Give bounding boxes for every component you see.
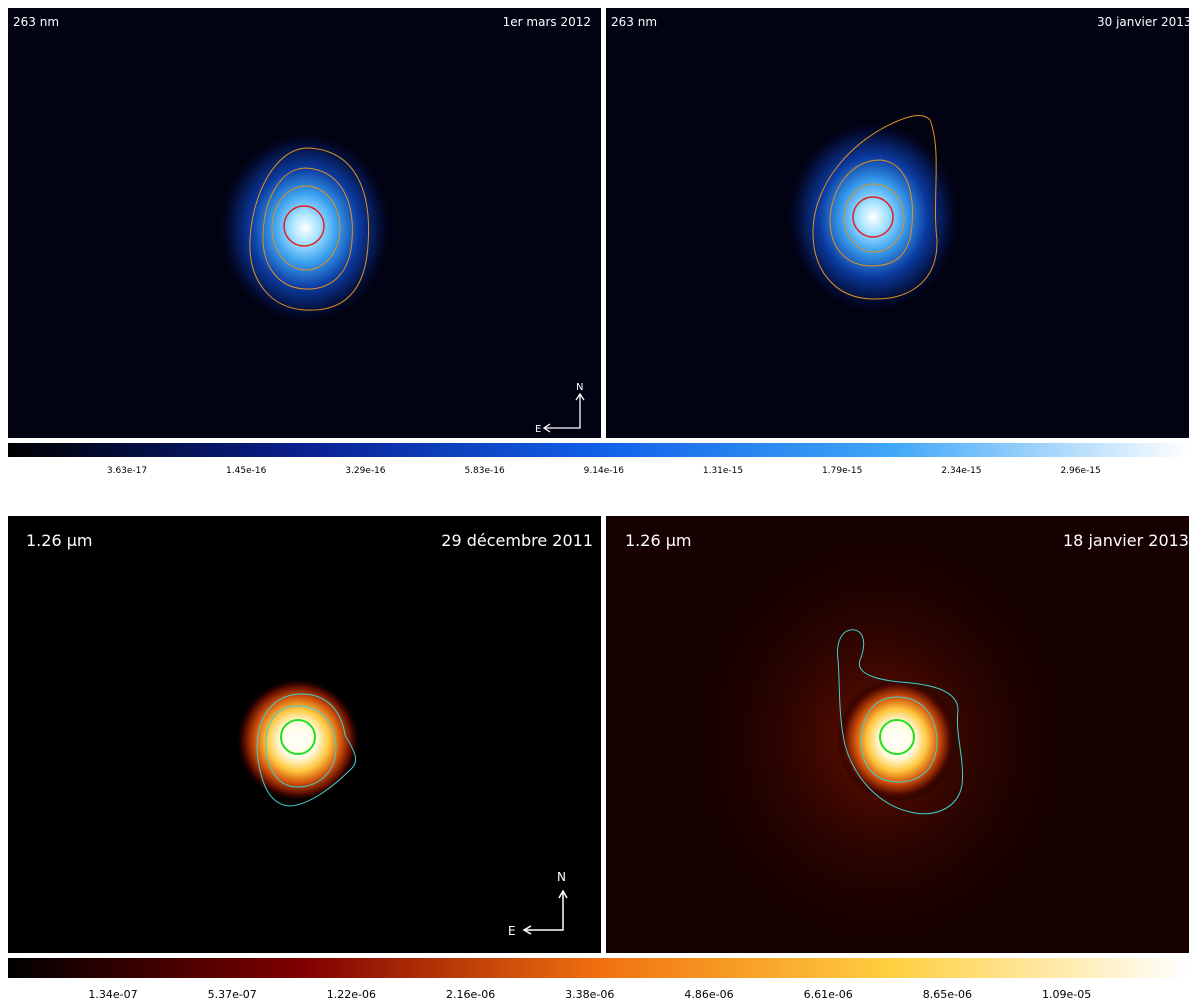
panel: 1.26 µm 18 janvier 2013 <box>606 516 1189 953</box>
compass-east: E <box>535 424 541 435</box>
colorbar-tick-label: 1.22e-06 <box>327 988 376 1001</box>
contour <box>812 115 938 300</box>
colorbar-ticks: 3.63e-17 1.45e-16 3.29e-16 5.83e-16 9.14e-16… <box>107 466 1101 476</box>
contour <box>843 183 905 253</box>
contour <box>852 196 894 238</box>
contour <box>879 719 915 755</box>
colorbar-ticks: 1.34e-07 5.37e-07 1.22e-06 2.16e-06 3.38e-06… <box>88 988 1091 1001</box>
contour <box>262 167 353 290</box>
colorbar-tick-label: 8.65e-06 <box>923 988 972 1001</box>
colorbar-tick-label: 1.34e-07 <box>88 988 137 1001</box>
band-label: 263 nm <box>13 15 59 29</box>
colorbar <box>8 443 1189 457</box>
colorbar-tick-label: 2.16e-06 <box>446 988 495 1001</box>
date-label: 30 janvier 2013 <box>1097 15 1189 29</box>
panel: 1.26 µm 29 décembre 2011 N E <box>8 516 601 953</box>
colorbar-tick-label: 1.79e-15 <box>822 466 862 476</box>
compass-east: E <box>508 924 516 938</box>
colorbar <box>8 958 1189 978</box>
source-glow <box>236 678 360 802</box>
colorbar-tick-label: 3.29e-16 <box>345 466 386 476</box>
colorbar-tick-label: 1.45e-16 <box>226 466 267 476</box>
source-glow <box>215 128 395 328</box>
contour <box>860 696 938 783</box>
compass-arrows <box>522 889 568 935</box>
source-glow <box>783 117 963 317</box>
colorbar-tick-label: 3.38e-06 <box>565 988 614 1001</box>
contour <box>283 205 325 247</box>
band-label: 263 nm <box>611 15 657 29</box>
colorbar-tick-label: 9.14e-16 <box>584 466 625 476</box>
band-label: 1.26 µm <box>26 531 92 550</box>
contour <box>271 185 341 271</box>
colorbar-tick-label: 1.09e-05 <box>1042 988 1091 1001</box>
date-label: 18 janvier 2013 <box>1063 531 1189 550</box>
band-label: 1.26 µm <box>625 531 691 550</box>
compass-north: N <box>557 870 566 884</box>
contour <box>256 693 357 807</box>
contour <box>265 705 337 788</box>
contour <box>249 147 370 311</box>
colorbar-tick-label: 3.63e-17 <box>107 466 147 476</box>
date-label: 29 décembre 2011 <box>441 531 593 550</box>
colorbar-tick-label: 4.86e-06 <box>684 988 733 1001</box>
contour <box>280 719 316 755</box>
colorbar-tick-label: 1.31e-15 <box>703 466 743 476</box>
colorbar-tick-label: 2.34e-15 <box>941 466 981 476</box>
colorbar-tick-label: 5.37e-07 <box>208 988 257 1001</box>
date-label: 1er mars 2012 <box>503 15 591 29</box>
compass-north: N <box>576 382 583 393</box>
colorbar-tick-label: 2.96e-15 <box>1060 466 1100 476</box>
contour <box>837 629 964 815</box>
colorbar-tick-label: 6.61e-06 <box>804 988 853 1001</box>
compass-arrows <box>542 392 585 433</box>
panel: 263 nm 1er mars 2012 N E <box>8 8 601 438</box>
panel: 263 nm 30 janvier 2013 <box>606 8 1189 438</box>
contour <box>829 159 914 267</box>
colorbar-tick-label: 5.83e-16 <box>464 466 505 476</box>
